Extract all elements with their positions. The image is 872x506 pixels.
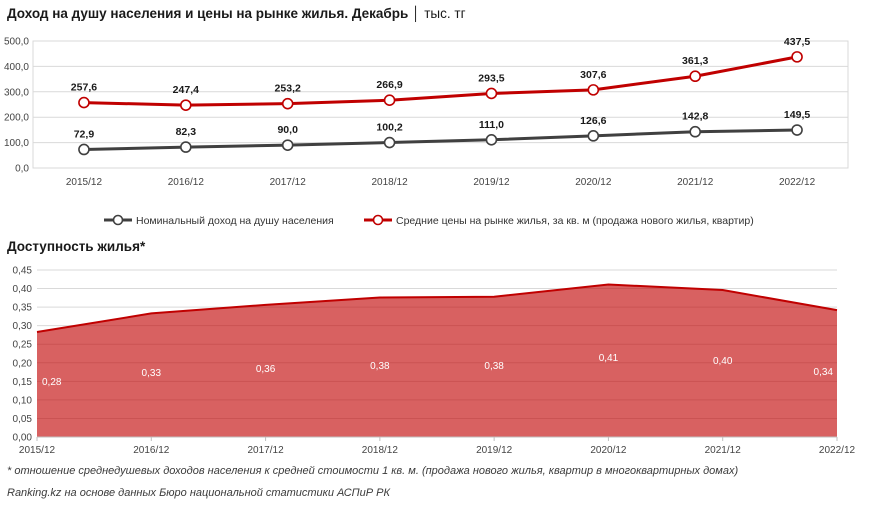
chart2-y-tick-label: 0,35 <box>13 303 33 314</box>
chart1-series-line <box>83 128 798 151</box>
chart1-data-label: 72,9 <box>74 128 95 140</box>
chart1-data-point <box>485 87 498 100</box>
chart2-y-tick-label: 0,05 <box>13 414 33 425</box>
chart1-x-tick-label: 2019/12 <box>473 177 510 188</box>
chart1-title-text: Доход на душу населения и цены на рынке … <box>7 6 409 21</box>
chart1-x-tick-label: 2017/12 <box>270 177 307 188</box>
chart1-y-tick-label: 500,0 <box>4 37 29 48</box>
chart2-y-tick-label: 0,40 <box>13 284 33 295</box>
chart2-y-tick-label: 0,10 <box>13 395 33 406</box>
chart1-data-point <box>78 143 90 156</box>
chart1-y-tick-label: 100,0 <box>4 138 29 149</box>
chart1-data-point <box>180 99 192 111</box>
chart1-data-label: 307,6 <box>580 69 606 81</box>
chart2-data-label: 0,33 <box>142 368 162 379</box>
chart1-data-label: 257,6 <box>71 82 97 94</box>
chart2-data-label: 0,36 <box>256 364 276 375</box>
legend-marker-point <box>112 214 124 226</box>
chart1-data-point <box>587 130 600 142</box>
chart1-title: Доход на душу населения и цены на рынке … <box>7 6 466 21</box>
chart1-data-point <box>383 136 396 149</box>
chart1-x-tick-label: 2020/12 <box>575 177 612 188</box>
chart1-data-label: 361,3 <box>682 55 708 67</box>
legend-label: Средние цены на рынке жилья, за кв. м (п… <box>396 215 754 227</box>
legend-label: Номинальный доход на душу населения <box>136 215 334 227</box>
chart2-data-label: 0,34 <box>814 367 834 378</box>
chart1-y-tick-label: 400,0 <box>4 62 29 73</box>
chart2-title: Доступность жилья* <box>7 239 146 254</box>
chart1-series-line <box>83 55 798 107</box>
chart2-y-tick-label: 0,20 <box>13 358 33 369</box>
chart1-data-label: 247,4 <box>173 84 199 96</box>
chart1-y-tick-label: 0,0 <box>15 164 29 175</box>
chart1-data-point <box>791 124 803 136</box>
chart2-y-tick-label: 0,15 <box>13 377 33 388</box>
chart2-data-label: 0,38 <box>370 361 390 372</box>
chart1-data-point <box>180 141 192 153</box>
chart2-x-tick-label: 2022/12 <box>819 445 856 456</box>
chart2-x-tick-label: 2015/12 <box>19 445 56 456</box>
chart2-area-fill <box>37 284 837 437</box>
chart1-data-point <box>689 125 701 138</box>
chart1-data-label: 253,2 <box>275 83 301 95</box>
chart1-data-point <box>281 97 294 110</box>
chart1-data-point <box>78 96 90 109</box>
chart2-y-tick-label: 0,30 <box>13 321 33 332</box>
chart1-data-label: 100,2 <box>376 122 402 134</box>
source-note: Ranking.kz на основе данных Бюро национа… <box>7 487 390 499</box>
chart1-x-tick-label: 2022/12 <box>779 177 816 188</box>
chart2-x-tick-label: 2021/12 <box>705 445 742 456</box>
chart1-x-tick-label: 2018/12 <box>371 177 408 188</box>
chart1-data-point <box>383 94 396 107</box>
chart1-data-label: 293,5 <box>478 72 504 84</box>
chart1-data-label: 437,5 <box>784 36 810 48</box>
chart2-data-label: 0,28 <box>42 377 62 388</box>
chart1-data-label: 149,5 <box>784 109 810 121</box>
chart1-x-tick-label: 2015/12 <box>66 177 103 188</box>
chart1-data-point <box>689 70 701 83</box>
chart1-y-tick-label: 300,0 <box>4 87 29 98</box>
chart2-x-tick-label: 2020/12 <box>590 445 627 456</box>
chart1-x-tick-label: 2016/12 <box>168 177 205 188</box>
chart1-x-tick-label: 2021/12 <box>677 177 714 188</box>
chart1-y-tick-label: 200,0 <box>4 113 29 124</box>
chart1-data-label: 266,9 <box>376 79 402 91</box>
chart1-data-point <box>587 84 600 96</box>
chart2-y-tick-label: 0,45 <box>13 266 33 277</box>
chart1-data-label: 82,3 <box>176 126 197 138</box>
chart1-data-point <box>791 51 803 63</box>
chart1-data-label: 111,0 <box>479 119 504 131</box>
chart2-data-label: 0,41 <box>599 353 619 364</box>
chart2-y-tick-label: 0,25 <box>13 340 33 351</box>
chart1-data-point <box>281 139 294 151</box>
chart2-y-tick-label: 0,00 <box>13 433 33 444</box>
chart2-area-line <box>36 283 838 333</box>
chart2-x-tick-label: 2019/12 <box>476 445 513 456</box>
chart2-x-tick-label: 2017/12 <box>247 445 284 456</box>
chart2-data-label: 0,40 <box>713 356 733 367</box>
chart1-data-label: 142,8 <box>682 111 708 123</box>
chart1-data-point <box>485 134 498 146</box>
chart2-x-tick-label: 2018/12 <box>362 445 399 456</box>
chart1-data-label: 90,0 <box>277 124 298 136</box>
chart1-data-label: 126,6 <box>580 115 606 127</box>
chart2-x-tick-label: 2016/12 <box>133 445 170 456</box>
footnote: * отношение среднедушевых доходов населе… <box>7 465 739 477</box>
chart1-unit: тыс. тг <box>424 6 466 21</box>
legend-marker-point <box>372 214 384 226</box>
chart2-data-label: 0,38 <box>484 361 504 372</box>
